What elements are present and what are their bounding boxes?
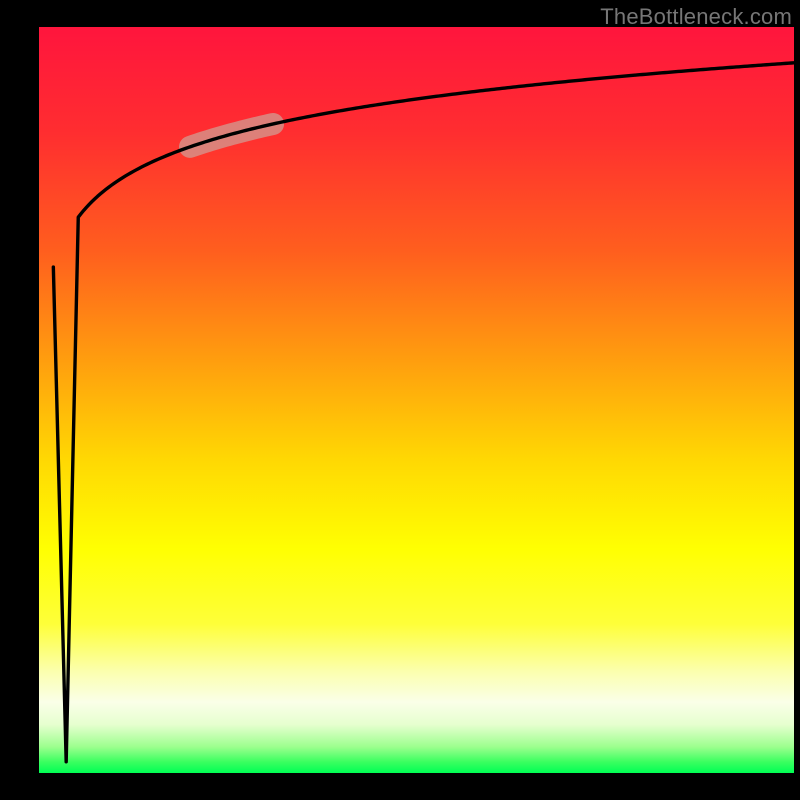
watermark-text: TheBottleneck.com [600, 4, 792, 30]
bottleneck-curve-plot [0, 0, 800, 800]
chart-root: TheBottleneck.com [0, 0, 800, 800]
plot-area [39, 27, 794, 773]
